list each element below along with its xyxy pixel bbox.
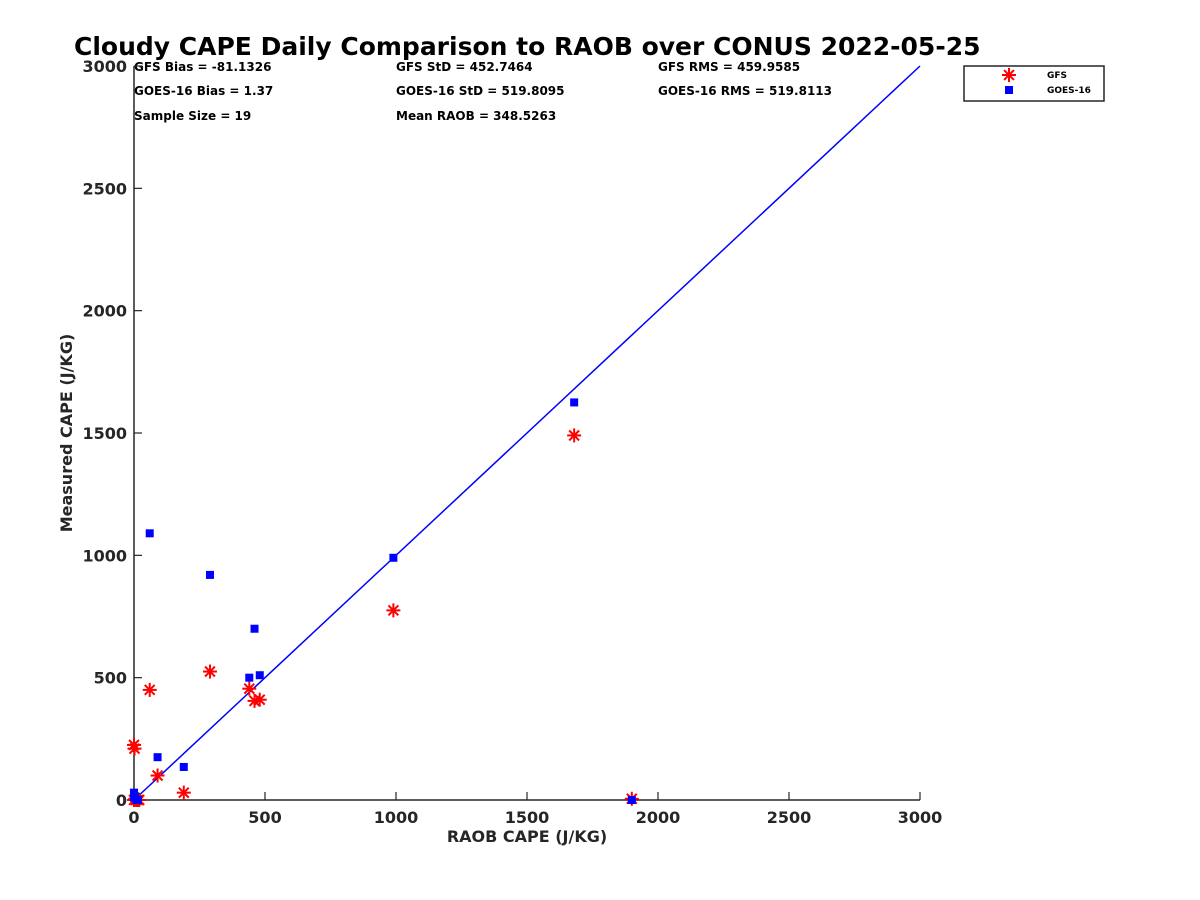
x-tick-label: 500	[248, 808, 281, 827]
gfs-point	[142, 682, 157, 697]
gfs-point	[202, 664, 217, 679]
y-tick-label: 2500	[82, 179, 127, 198]
legend: GFS GOES-16	[963, 65, 1105, 102]
reference-line	[133, 65, 921, 801]
stat-gfs-std: GFS StD = 452.7464	[396, 60, 533, 74]
stat-goes-rms: GOES-16 RMS = 519.8113	[658, 84, 832, 98]
goes16-point	[245, 673, 254, 682]
gfs-point	[176, 785, 191, 800]
asterisk-stroke	[243, 683, 255, 695]
legend-gfs-marker	[1002, 68, 1016, 82]
goes16-point	[205, 570, 214, 579]
y-tick-label: 0	[116, 791, 127, 810]
goes16-point	[153, 753, 162, 762]
gfs-point	[567, 428, 582, 443]
goes16-point	[250, 624, 259, 633]
stats-block: GFS Bias = -81.1326 GFS StD = 452.7464 G…	[134, 60, 832, 123]
stat-sample-size: Sample Size = 19	[134, 109, 251, 123]
x-tick-label: 3000	[898, 808, 943, 827]
asterisk-stroke	[1003, 69, 1015, 81]
goes16-point	[133, 796, 142, 804]
asterisk-stroke	[128, 742, 141, 755]
goes16-point	[179, 762, 188, 771]
asterisk-stroke	[204, 665, 216, 678]
goes16-point	[627, 796, 636, 804]
stat-gfs-rms: GFS RMS = 459.9585	[658, 60, 800, 74]
x-tick-label: 1500	[505, 808, 550, 827]
y-tick-label: 3000	[82, 57, 127, 76]
gfs-point	[386, 603, 401, 618]
data-points	[127, 398, 639, 807]
asterisk-stroke	[387, 604, 400, 617]
y-tick-label: 2000	[82, 302, 127, 321]
reference-line-group	[133, 65, 921, 801]
goes16-point	[145, 529, 154, 538]
legend-gfs-asterisk	[1002, 68, 1016, 82]
stat-gfs-bias: GFS Bias = -81.1326	[134, 60, 271, 74]
legend-box	[963, 65, 1105, 102]
stat-goes-std: GOES-16 StD = 519.8095	[396, 84, 565, 98]
y-tick-label: 1000	[82, 546, 127, 565]
gfs-point	[242, 681, 257, 696]
y-axis-label: Measured CAPE (J/KG)	[57, 334, 76, 533]
gfs-point	[252, 692, 267, 707]
gfs-point	[150, 768, 165, 783]
chart-title: Cloudy CAPE Daily Comparison to RAOB ove…	[74, 32, 980, 61]
x-tick-label: 2000	[636, 808, 681, 827]
y-tick-label: 1500	[82, 424, 127, 443]
legend-goes-label: GOES-16	[1047, 86, 1091, 96]
stat-goes-bias: GOES-16 Bias = 1.37	[134, 84, 273, 98]
x-tick-label: 0	[128, 808, 139, 827]
goes16-point	[389, 553, 398, 562]
x-axis-label: RAOB CAPE (J/KG)	[447, 827, 607, 846]
y-tick-label: 500	[94, 669, 127, 688]
gfs-point	[127, 741, 142, 756]
asterisk-stroke	[254, 694, 266, 706]
y-ticks: 0 500 1000 1500 2000 2500 3000	[82, 57, 142, 810]
asterisk-stroke	[568, 429, 580, 442]
x-ticks: 0 500 1000 1500 2000 2500 3000	[128, 792, 942, 827]
legend-goes-square	[1005, 86, 1013, 94]
legend-goes-marker	[1005, 86, 1013, 94]
asterisk-stroke	[151, 769, 164, 782]
goes16-point	[255, 671, 264, 680]
x-tick-label: 1000	[374, 808, 419, 827]
goes16-point	[570, 398, 579, 407]
legend-gfs-label: GFS	[1047, 71, 1067, 81]
asterisk-stroke	[144, 684, 156, 696]
x-tick-label: 2500	[767, 808, 812, 827]
asterisk-stroke	[178, 787, 190, 799]
stat-mean-raob: Mean RAOB = 348.5263	[396, 109, 556, 123]
